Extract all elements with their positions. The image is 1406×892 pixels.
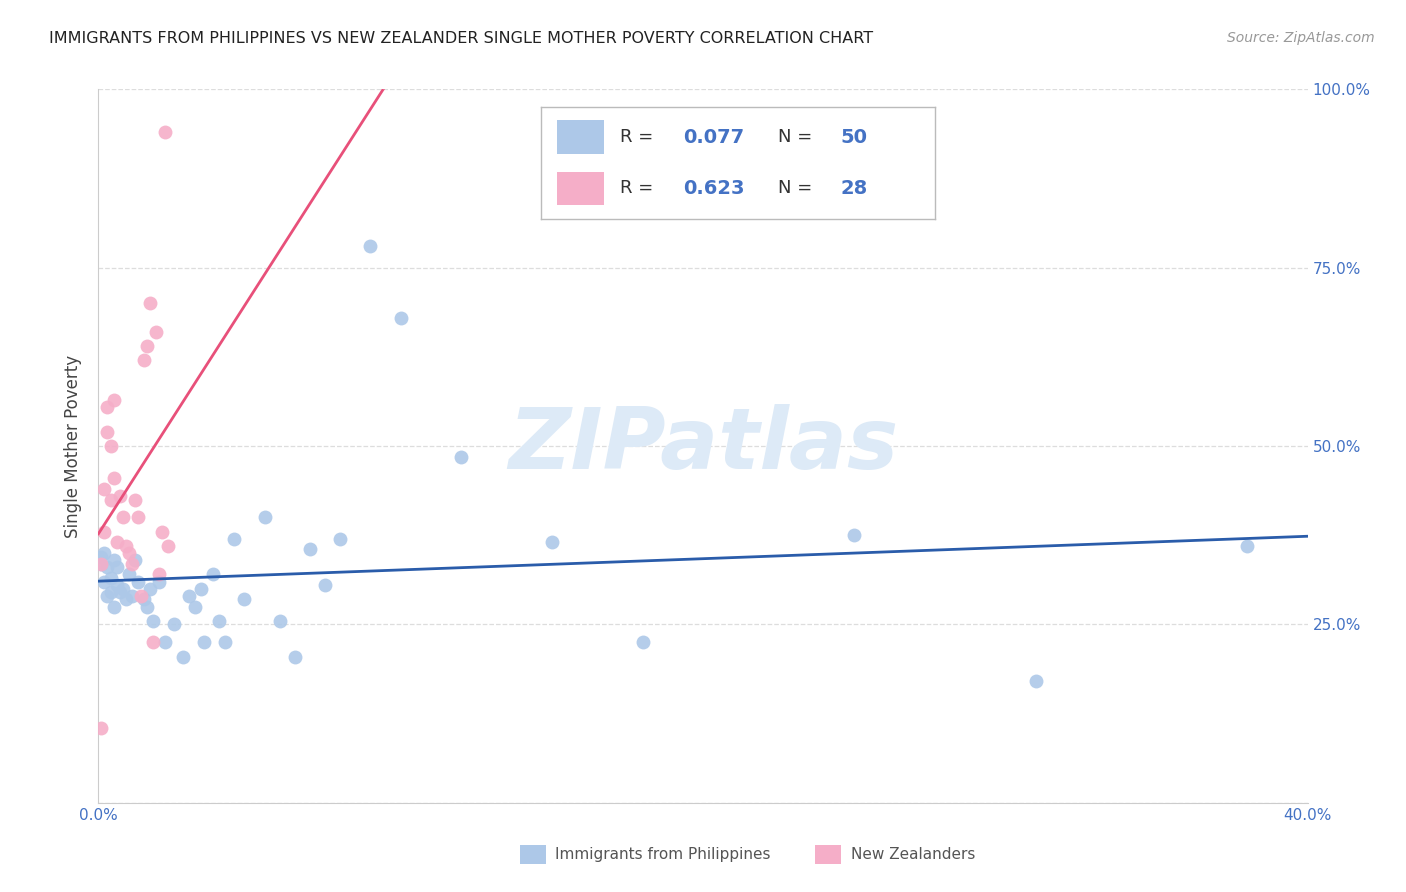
Point	[631, 635, 654, 649]
Point	[139, 582, 162, 596]
Point	[103, 553, 125, 567]
Point	[121, 557, 143, 571]
Point	[284, 649, 307, 664]
Point	[139, 296, 162, 310]
Text: N =: N =	[778, 179, 817, 197]
Point	[1024, 674, 1046, 689]
Point	[114, 592, 136, 607]
Point	[360, 239, 382, 253]
Point	[184, 599, 207, 614]
Point	[90, 557, 112, 571]
Text: 50: 50	[841, 128, 868, 146]
Point	[299, 542, 322, 557]
Point	[93, 524, 115, 539]
Point	[132, 592, 155, 607]
Point	[844, 528, 866, 542]
Point	[100, 571, 122, 585]
Point	[96, 560, 118, 574]
Text: 28: 28	[841, 179, 868, 198]
Point	[148, 567, 170, 582]
Point	[111, 582, 134, 596]
Point	[1236, 539, 1258, 553]
Point	[111, 510, 134, 524]
Point	[100, 585, 122, 599]
Text: N =: N =	[778, 128, 817, 146]
Point	[127, 574, 149, 589]
Point	[124, 492, 146, 507]
Point	[150, 524, 173, 539]
Point	[103, 599, 125, 614]
Point	[118, 567, 141, 582]
Point	[142, 635, 165, 649]
Point	[253, 510, 276, 524]
Point	[156, 539, 179, 553]
Text: New Zealanders: New Zealanders	[851, 847, 974, 862]
Point	[100, 492, 122, 507]
Point	[90, 557, 112, 571]
Point	[103, 471, 125, 485]
Point	[202, 567, 225, 582]
Point	[103, 392, 125, 407]
Point	[179, 589, 201, 603]
Text: Immigrants from Philippines: Immigrants from Philippines	[555, 847, 770, 862]
Point	[127, 510, 149, 524]
Point	[208, 614, 231, 628]
Point	[153, 635, 176, 649]
Point	[135, 599, 157, 614]
Point	[114, 539, 136, 553]
Text: 0.623: 0.623	[683, 179, 745, 198]
Point	[90, 721, 112, 735]
Point	[153, 125, 176, 139]
Point	[93, 546, 115, 560]
Point	[389, 310, 412, 325]
Text: ZIPatlas: ZIPatlas	[508, 404, 898, 488]
Point	[132, 353, 155, 368]
Text: 0.077: 0.077	[683, 128, 744, 146]
Point	[193, 635, 215, 649]
Point	[224, 532, 246, 546]
Point	[329, 532, 352, 546]
Y-axis label: Single Mother Poverty: Single Mother Poverty	[65, 354, 83, 538]
Point	[450, 450, 472, 464]
Text: R =: R =	[620, 128, 659, 146]
Point	[108, 489, 131, 503]
Point	[108, 585, 131, 599]
Point	[135, 339, 157, 353]
Text: R =: R =	[620, 179, 659, 197]
Point	[214, 635, 236, 649]
Point	[121, 589, 143, 603]
Point	[124, 553, 146, 567]
Text: Source: ZipAtlas.com: Source: ZipAtlas.com	[1227, 31, 1375, 45]
Point	[105, 535, 128, 549]
Point	[148, 574, 170, 589]
Text: IMMIGRANTS FROM PHILIPPINES VS NEW ZEALANDER SINGLE MOTHER POVERTY CORRELATION C: IMMIGRANTS FROM PHILIPPINES VS NEW ZEALA…	[49, 31, 873, 46]
Point	[172, 649, 194, 664]
Point	[96, 425, 118, 439]
Point	[105, 578, 128, 592]
Point	[118, 546, 141, 560]
Point	[314, 578, 336, 592]
Point	[540, 535, 562, 549]
Point	[93, 482, 115, 496]
Point	[129, 589, 152, 603]
Point	[163, 617, 186, 632]
Point	[269, 614, 291, 628]
Point	[105, 560, 128, 574]
Bar	[557, 171, 605, 205]
Point	[93, 574, 115, 589]
Point	[90, 549, 112, 564]
Point	[142, 614, 165, 628]
Point	[190, 582, 212, 596]
Point	[96, 589, 118, 603]
Point	[232, 592, 254, 607]
Bar	[557, 120, 605, 153]
Point	[100, 439, 122, 453]
Point	[145, 325, 167, 339]
Point	[96, 400, 118, 414]
